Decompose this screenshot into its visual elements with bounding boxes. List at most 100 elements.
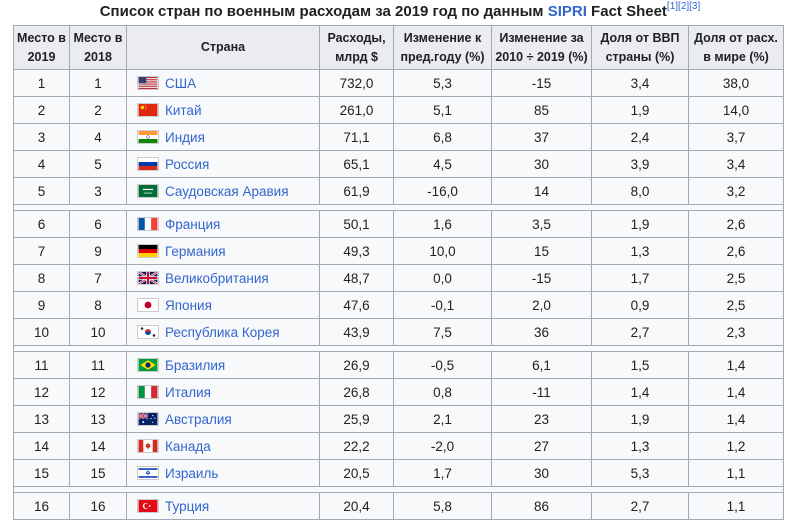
spending-cell: 71,1 bbox=[319, 123, 394, 151]
change-prev-year-cell: 5,3 bbox=[393, 69, 492, 97]
rank-2019-cell: 8 bbox=[13, 264, 70, 292]
country-link[interactable]: Великобритания bbox=[165, 270, 269, 286]
country-cell: США bbox=[126, 69, 320, 97]
rank-2018-cell: 5 bbox=[69, 150, 127, 178]
spending-cell: 26,9 bbox=[319, 351, 394, 379]
world-share-cell: 1,4 bbox=[688, 351, 784, 379]
header-rank-2018[interactable]: Место в 2018 bbox=[69, 25, 127, 70]
country-link[interactable]: Япония bbox=[165, 297, 212, 313]
russia-flag-icon bbox=[137, 156, 159, 171]
header-change-prev-year[interactable]: Изменение к пред.году (%) bbox=[393, 25, 492, 70]
gdp-share-cell: 2,7 bbox=[591, 492, 689, 520]
country-link[interactable]: Канада bbox=[165, 438, 211, 454]
header-spending[interactable]: Расходы, млрд $ bbox=[319, 25, 394, 70]
world-share-cell: 1,1 bbox=[688, 459, 784, 487]
world-share-cell: 14,0 bbox=[688, 96, 784, 124]
gdp-share-cell: 1,4 bbox=[591, 378, 689, 406]
world-share-cell: 38,0 bbox=[688, 69, 784, 97]
country-link[interactable]: США bbox=[165, 75, 197, 91]
table-row: 7 9 Германия 49,3 10,0 15 1,3 2,6 bbox=[13, 237, 784, 265]
country-link[interactable]: Китай bbox=[165, 102, 202, 118]
country-link[interactable]: Россия bbox=[165, 156, 210, 172]
gdp-share-cell: 8,0 bbox=[591, 177, 689, 205]
china-flag-icon bbox=[137, 102, 159, 117]
country-link[interactable]: Германия bbox=[165, 243, 226, 259]
uk-flag-icon bbox=[137, 270, 159, 285]
korea-flag-icon bbox=[137, 324, 159, 339]
country-cell: Израиль bbox=[126, 459, 320, 487]
change-decade-cell: -15 bbox=[491, 69, 592, 97]
italy-flag-icon bbox=[137, 384, 159, 399]
change-decade-cell: 86 bbox=[491, 492, 592, 520]
world-share-cell: 1,2 bbox=[688, 432, 784, 460]
change-prev-year-cell: -0,1 bbox=[393, 291, 492, 319]
change-decade-cell: 27 bbox=[491, 432, 592, 460]
military-spending-table: Место в 2019 Место в 2018 Страна Расходы… bbox=[13, 25, 784, 520]
table-row: 12 12 Италия 26,8 0,8 -11 1,4 1,4 bbox=[13, 378, 784, 406]
country-link[interactable]: Австралия bbox=[165, 411, 232, 427]
table-row: 2 2 Китай 261,0 5,1 85 1,9 14,0 bbox=[13, 96, 784, 124]
country-cell: Австралия bbox=[126, 405, 320, 433]
change-decade-cell: 30 bbox=[491, 150, 592, 178]
country-cell: Япония bbox=[126, 291, 320, 319]
header-change-decade[interactable]: Изменение за 2010 ÷ 2019 (%) bbox=[491, 25, 592, 70]
spending-cell: 20,4 bbox=[319, 492, 394, 520]
gdp-share-cell: 1,9 bbox=[591, 405, 689, 433]
spending-cell: 47,6 bbox=[319, 291, 394, 319]
rank-2018-cell: 13 bbox=[69, 405, 127, 433]
spending-cell: 20,5 bbox=[319, 459, 394, 487]
country-link[interactable]: Франция bbox=[165, 216, 221, 232]
gdp-share-cell: 1,5 bbox=[591, 351, 689, 379]
change-prev-year-cell: 1,7 bbox=[393, 459, 492, 487]
table-row: 3 4 Индия 71,1 6,8 37 2,4 3,7 bbox=[13, 123, 784, 151]
rank-2018-cell: 6 bbox=[69, 210, 127, 238]
change-prev-year-cell: 0,0 bbox=[393, 264, 492, 292]
header-gdp-share[interactable]: Доля от ВВП страны (%) bbox=[591, 25, 689, 70]
australia-flag-icon bbox=[137, 411, 159, 426]
change-decade-cell: -11 bbox=[491, 378, 592, 406]
rank-2018-cell: 8 bbox=[69, 291, 127, 319]
country-link[interactable]: Республика Корея bbox=[165, 324, 280, 340]
country-link[interactable]: Италия bbox=[165, 384, 211, 400]
rank-2019-cell: 10 bbox=[13, 318, 70, 346]
table-row: 16 16 Турция 20,4 5,8 86 2,7 1,1 bbox=[13, 492, 784, 520]
rank-2019-cell: 11 bbox=[13, 351, 70, 379]
country-cell: Канада bbox=[126, 432, 320, 460]
reference-links[interactable]: [1][2][3] bbox=[666, 1, 701, 12]
table-row: 10 10 Республика Корея 43,9 7,5 36 2,7 2,3 bbox=[13, 318, 784, 346]
spending-cell: 261,0 bbox=[319, 96, 394, 124]
country-link[interactable]: Израиль bbox=[165, 465, 219, 481]
country-cell: Республика Корея bbox=[126, 318, 320, 346]
spending-cell: 22,2 bbox=[319, 432, 394, 460]
header-world-share[interactable]: Доля от расх. в мире (%) bbox=[688, 25, 784, 70]
country-link[interactable]: Турция bbox=[165, 498, 210, 514]
spending-cell: 49,3 bbox=[319, 237, 394, 265]
gdp-share-cell: 5,3 bbox=[591, 459, 689, 487]
gdp-share-cell: 1,7 bbox=[591, 264, 689, 292]
rank-2018-cell: 14 bbox=[69, 432, 127, 460]
header-country[interactable]: Страна bbox=[126, 25, 320, 70]
sipri-link[interactable]: SIPRI bbox=[547, 3, 587, 20]
country-cell: Франция bbox=[126, 210, 320, 238]
rank-2019-cell: 12 bbox=[13, 378, 70, 406]
world-share-cell: 1,4 bbox=[688, 405, 784, 433]
country-cell: Италия bbox=[126, 378, 320, 406]
country-link[interactable]: Саудовская Аравия bbox=[165, 183, 289, 199]
change-decade-cell: 3,5 bbox=[491, 210, 592, 238]
table-caption: Список стран по военным расходам за 2019… bbox=[0, 0, 800, 24]
canada-flag-icon bbox=[137, 438, 159, 453]
rank-2018-cell: 9 bbox=[69, 237, 127, 265]
country-link[interactable]: Бразилия bbox=[165, 357, 226, 373]
gdp-share-cell: 3,9 bbox=[591, 150, 689, 178]
saudi-flag-icon bbox=[137, 183, 159, 198]
world-share-cell: 2,5 bbox=[688, 264, 784, 292]
rank-2018-cell: 4 bbox=[69, 123, 127, 151]
header-rank-2019[interactable]: Место в 2019 bbox=[13, 25, 70, 70]
table-row: 14 14 Канада 22,2 -2,0 27 1,3 1,2 bbox=[13, 432, 784, 460]
country-link[interactable]: Индия bbox=[165, 129, 205, 145]
world-share-cell: 2,6 bbox=[688, 237, 784, 265]
japan-flag-icon bbox=[137, 297, 159, 312]
rank-2018-cell: 3 bbox=[69, 177, 127, 205]
world-share-cell: 1,1 bbox=[688, 492, 784, 520]
rank-2019-cell: 6 bbox=[13, 210, 70, 238]
